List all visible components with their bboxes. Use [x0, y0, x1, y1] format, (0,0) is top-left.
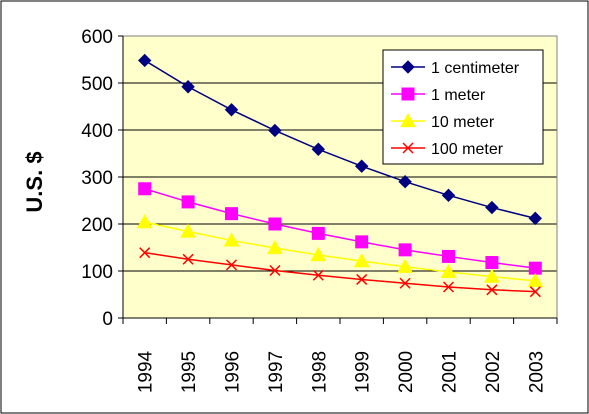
data-point: [310, 246, 327, 262]
legend-item: 10 meter: [391, 112, 495, 131]
data-point: [137, 53, 152, 68]
data-point: [225, 259, 238, 271]
data-point: [486, 284, 498, 296]
data-point: [484, 268, 500, 283]
y-tick-label: 500: [81, 74, 113, 95]
y-tick-label: 200: [81, 215, 113, 236]
data-point: [136, 214, 153, 229]
y-tick-label: 400: [81, 121, 113, 142]
data-point: [312, 269, 324, 281]
legend-label: 1 centimeter: [431, 60, 520, 77]
data-point: [269, 264, 281, 277]
x-tick-label: 1997: [266, 351, 287, 393]
series-1-centimeter: [137, 53, 543, 226]
data-point: [355, 235, 369, 249]
data-point: [397, 258, 413, 273]
data-point: [182, 253, 194, 265]
series-100-meter: [139, 247, 541, 298]
data-point: [440, 263, 457, 279]
legend-item: 1 centimeter: [391, 60, 520, 77]
data-point: [528, 261, 542, 275]
data-point: [398, 174, 412, 189]
data-point: [181, 195, 195, 209]
data-point: [527, 272, 544, 287]
series-line: [144, 59, 536, 220]
series-line: [144, 188, 536, 269]
data-point: [529, 286, 541, 298]
data-point: [180, 223, 196, 238]
x-tick-label: 2001: [440, 351, 461, 393]
data-point: [356, 273, 368, 285]
data-point: [224, 103, 239, 117]
series-10-meter: [136, 214, 544, 287]
y-tick-label: 600: [81, 27, 113, 48]
x-tick-label: 1998: [309, 351, 330, 393]
data-point: [441, 188, 456, 203]
x-tick-label: 2002: [483, 351, 504, 393]
data-point: [311, 226, 325, 240]
x-tick-label: 1995: [179, 351, 200, 393]
x-tick-labels: 1994 1995 1996 1997 1998 1999 2000 2001 2002 2003: [136, 350, 548, 393]
data-point: [311, 142, 326, 156]
data-point: [442, 249, 455, 263]
legend: 1 centimeter 1 meter 10 meter 100 meter: [382, 49, 544, 165]
x-tick-label: 2000: [396, 351, 417, 393]
y-tick-label: 300: [81, 168, 113, 189]
data-point: [401, 87, 415, 101]
series-line: [144, 251, 536, 293]
data-point: [225, 207, 238, 221]
series-line: [144, 221, 536, 282]
data-point: [402, 142, 414, 154]
axes: [118, 35, 558, 324]
legend-label: 1 meter: [431, 87, 486, 104]
data-point: [442, 281, 455, 293]
x-tick-label: 1996: [223, 351, 244, 393]
data-point: [267, 239, 283, 255]
data-point: [268, 217, 282, 231]
x-tick-label: 1999: [353, 351, 374, 393]
data-point: [138, 182, 152, 196]
data-point: [354, 159, 369, 173]
data-point: [223, 232, 240, 247]
y-axis-label: U.S. $: [22, 151, 47, 212]
data-point: [401, 60, 415, 74]
x-tick-label: 2003: [526, 351, 547, 393]
data-point: [398, 243, 412, 257]
legend-label: 100 meter: [431, 141, 504, 158]
series-layer: [136, 53, 544, 298]
data-point: [399, 277, 411, 289]
data-point: [139, 247, 151, 259]
data-point: [485, 256, 499, 270]
x-tick-label: 1994: [136, 350, 157, 393]
data-point: [353, 253, 370, 268]
legend-item: 1 meter: [391, 87, 486, 104]
y-tick-label: 0: [102, 309, 113, 330]
data-point: [400, 112, 416, 128]
legend-item: 100 meter: [391, 141, 504, 158]
data-point: [181, 80, 195, 94]
legend-label: 10 meter: [431, 114, 495, 131]
y-tick-labels: 0 100 200 300 400 500 600: [81, 27, 113, 330]
data-point: [528, 211, 543, 226]
data-point: [268, 123, 282, 138]
y-tick-label: 100: [81, 262, 113, 283]
data-point: [485, 200, 499, 215]
